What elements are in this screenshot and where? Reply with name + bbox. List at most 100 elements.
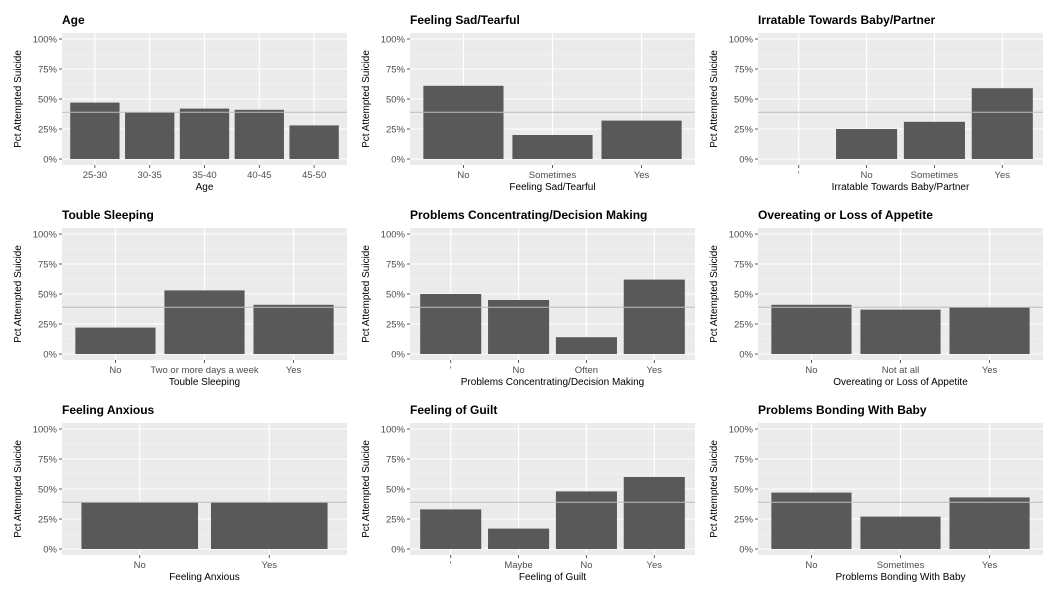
bar bbox=[289, 125, 339, 159]
y-tick-label: 0% bbox=[43, 154, 57, 165]
x-tick-label: 45-50 bbox=[302, 170, 326, 181]
y-tick-label: 25% bbox=[386, 319, 406, 330]
bar bbox=[949, 307, 1030, 354]
x-tick-label: Sometimes bbox=[877, 560, 925, 571]
y-tick-label: 25% bbox=[386, 124, 406, 135]
y-axis-title: Pct Attempted Suicide bbox=[13, 50, 24, 148]
bar bbox=[210, 502, 328, 549]
y-tick-label: 25% bbox=[386, 514, 406, 525]
panel-title: Problems Concentrating/Decision Making bbox=[410, 208, 647, 222]
bar bbox=[488, 528, 550, 549]
y-tick-label: 75% bbox=[38, 259, 58, 270]
y-tick-label: 50% bbox=[734, 484, 754, 495]
x-axis-title: Age bbox=[196, 182, 214, 193]
bar bbox=[860, 309, 941, 354]
bar bbox=[836, 129, 898, 159]
x-tick-label: Often bbox=[575, 365, 598, 376]
bar bbox=[75, 327, 156, 354]
y-axis-title: Pct Attempted Suicide bbox=[361, 440, 372, 538]
y-tick-label: 75% bbox=[386, 64, 406, 75]
x-axis-title: Touble Sleeping bbox=[169, 377, 240, 388]
bar bbox=[623, 279, 685, 354]
y-tick-label: 100% bbox=[33, 34, 58, 45]
y-tick-label: 75% bbox=[38, 64, 58, 75]
y-tick-label: 25% bbox=[734, 124, 754, 135]
x-tick-label: Yes bbox=[982, 560, 998, 571]
facet-panel-7: Feeling Anxious 0% 25% 50% 75% 100% No Yes Feeli… bbox=[13, 403, 347, 583]
x-tick-label: Sometimes bbox=[529, 170, 577, 181]
bar bbox=[771, 492, 852, 549]
y-tick-label: 50% bbox=[734, 289, 754, 300]
y-tick-label: 100% bbox=[33, 229, 58, 240]
x-tick-label: No bbox=[512, 365, 524, 376]
y-tick-label: 75% bbox=[386, 454, 406, 465]
y-tick-label: 25% bbox=[734, 514, 754, 525]
x-tick-label: 25-30 bbox=[83, 170, 107, 181]
x-axis-title: Overeating or Loss of Appetite bbox=[833, 377, 968, 388]
bar bbox=[420, 509, 482, 549]
x-tick-label: 30-35 bbox=[138, 170, 162, 181]
bar bbox=[949, 497, 1030, 549]
y-tick-label: 0% bbox=[739, 544, 753, 555]
facet-panel-4: Touble Sleeping 0% 25% 50% 75% 100% No Two or m… bbox=[13, 208, 347, 388]
y-tick-label: 0% bbox=[391, 349, 405, 360]
y-axis-title: Pct Attempted Suicide bbox=[13, 440, 24, 538]
x-tick-label: Yes bbox=[995, 170, 1011, 181]
y-tick-label: 100% bbox=[729, 229, 754, 240]
bar bbox=[179, 108, 230, 159]
y-tick-label: 75% bbox=[734, 259, 754, 270]
x-axis-title: Feeling of Guilt bbox=[519, 572, 586, 583]
y-tick-label: 50% bbox=[386, 289, 406, 300]
x-tick-label: Not at all bbox=[882, 365, 920, 376]
y-tick-label: 50% bbox=[38, 289, 58, 300]
y-axis-title: Pct Attempted Suicide bbox=[709, 440, 720, 538]
bar bbox=[971, 88, 1033, 159]
x-tick-label: ' bbox=[798, 170, 800, 181]
bar bbox=[903, 121, 965, 159]
panel-title: Overeating or Loss of Appetite bbox=[758, 208, 933, 222]
panel-title: Feeling of Guilt bbox=[410, 403, 497, 417]
y-tick-label: 25% bbox=[38, 514, 58, 525]
bar bbox=[423, 85, 504, 159]
x-tick-label: 40-45 bbox=[247, 170, 271, 181]
y-tick-label: 0% bbox=[739, 154, 753, 165]
y-tick-label: 100% bbox=[729, 34, 754, 45]
facet-panel-6: Overeating or Loss of Appetite 0% 25% 50% 75… bbox=[709, 208, 1043, 388]
x-axis-title: Problems Bonding With Baby bbox=[835, 572, 965, 583]
facet-panel-5: Problems Concentrating/Decision Making 0%… bbox=[361, 208, 695, 388]
y-axis-title: Pct Attempted Suicide bbox=[361, 50, 372, 148]
facet-panel-9: Problems Bonding With Baby 0% 25% 50% 75% 100… bbox=[709, 403, 1043, 583]
x-tick-label: ' bbox=[450, 365, 452, 376]
bar bbox=[860, 516, 941, 549]
y-tick-label: 0% bbox=[391, 154, 405, 165]
x-tick-label: No bbox=[805, 560, 817, 571]
y-tick-label: 75% bbox=[734, 64, 754, 75]
x-axis-title: Irratable Towards Baby/Partner bbox=[832, 182, 970, 193]
bar bbox=[512, 135, 593, 159]
bar bbox=[125, 112, 175, 159]
facet-panel-8: Feeling of Guilt 0% 25% 50% 75% 100% ' Maybe No Y… bbox=[361, 403, 695, 583]
panel-title: Problems Bonding With Baby bbox=[758, 403, 927, 417]
y-tick-label: 50% bbox=[386, 484, 406, 495]
x-tick-label: Yes bbox=[286, 365, 302, 376]
y-tick-label: 25% bbox=[734, 319, 754, 330]
x-tick-label: No bbox=[109, 365, 121, 376]
y-tick-label: 25% bbox=[38, 319, 58, 330]
panel-title: Touble Sleeping bbox=[62, 208, 154, 222]
bar bbox=[81, 502, 199, 549]
y-tick-label: 50% bbox=[38, 484, 58, 495]
panel-title: Age bbox=[62, 13, 85, 27]
x-tick-label: Sometimes bbox=[911, 170, 959, 181]
y-tick-label: 100% bbox=[381, 229, 406, 240]
y-tick-label: 75% bbox=[38, 454, 58, 465]
bar bbox=[555, 337, 617, 354]
y-axis-title: Pct Attempted Suicide bbox=[361, 245, 372, 343]
panel-title: Feeling Sad/Tearful bbox=[410, 13, 520, 27]
y-tick-label: 50% bbox=[38, 94, 58, 105]
x-axis-title: Feeling Sad/Tearful bbox=[509, 182, 595, 193]
y-tick-label: 0% bbox=[43, 349, 57, 360]
x-tick-label: Yes bbox=[634, 170, 650, 181]
bar bbox=[488, 300, 550, 354]
x-tick-label: Maybe bbox=[504, 560, 533, 571]
